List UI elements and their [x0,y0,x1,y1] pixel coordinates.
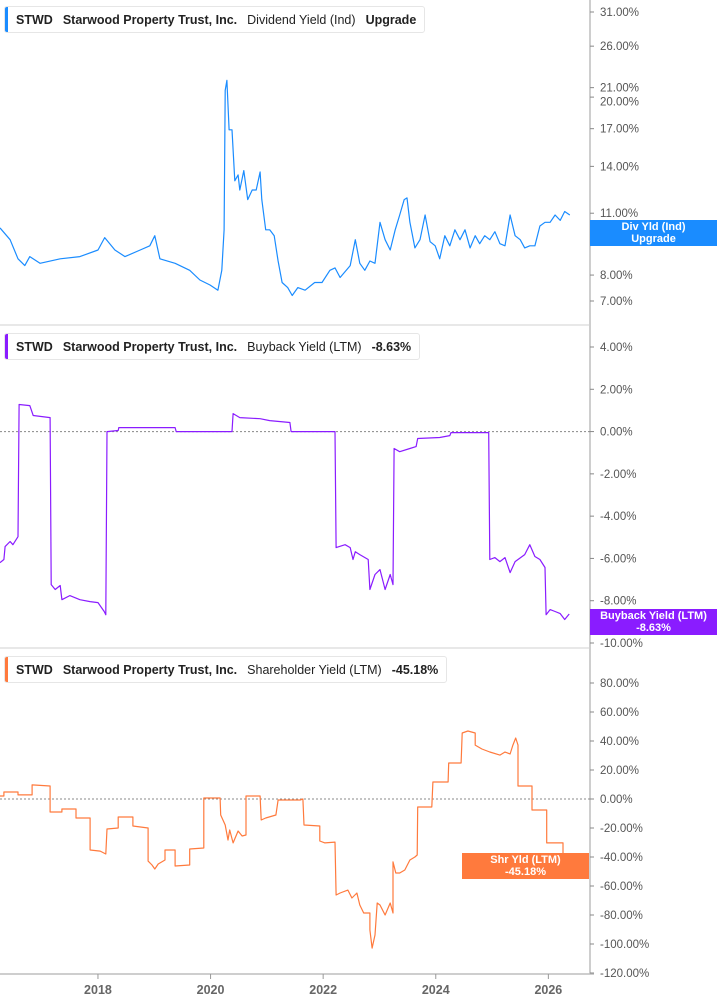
y-tick-label: 80.00% [600,678,639,690]
last-value-tag-shareholder: Shr Yld (LTM) -45.18% [462,853,589,879]
series-color-marker [5,334,8,359]
legend-value[interactable]: Upgrade [365,12,417,27]
legend-metric: Buyback Yield (LTM) [247,339,362,354]
y-tick-label: -20.00% [600,823,643,835]
legend-ticker: STWD [16,662,53,677]
legend-ticker: STWD [16,12,53,27]
y-tick-label: 0.00% [600,427,633,439]
tag-line2: -8.63% [636,622,671,634]
legend-metric: Dividend Yield (Ind) [247,12,356,27]
legend-metric: Shareholder Yield (LTM) [247,662,382,677]
legend-company: Starwood Property Trust, Inc. [62,339,238,354]
legend-company: Starwood Property Trust, Inc. [62,662,238,677]
series-color-marker [5,657,8,682]
y-tick-label: 7.00% [600,296,633,308]
tag-line2: Upgrade [631,233,676,245]
y-tick-label: 31.00% [600,7,639,19]
series-color-marker [5,7,8,32]
y-tick-label: 21.00% [600,83,639,95]
tag-line1: Div Yld (Ind) [621,221,686,233]
legend-company: Starwood Property Trust, Inc. [62,12,238,27]
legend-dividend-yield[interactable]: STWD Starwood Property Trust, Inc. Divid… [4,6,426,33]
legend-value: -45.18% [391,662,439,677]
legend-buyback-yield[interactable]: STWD Starwood Property Trust, Inc. Buyba… [4,333,421,360]
series-line-0 [0,79,571,297]
legend-shareholder-yield[interactable]: STWD Starwood Property Trust, Inc. Share… [4,656,448,683]
y-tick-label: 60.00% [600,707,639,719]
y-tick-label: 2.00% [600,384,633,396]
x-tick-label: 2022 [309,983,337,997]
y-tick-label: 8.00% [600,270,633,282]
y-tick-label: -8.00% [600,596,636,608]
y-tick-label: -10.00% [600,638,643,650]
legend-ticker: STWD [16,339,53,354]
y-tick-label: 26.00% [600,41,639,53]
y-tick-label: 14.00% [600,161,639,173]
last-value-tag-dividend: Div Yld (Ind) Upgrade [590,220,717,246]
y-tick-label: 0.00% [600,794,633,806]
y-tick-label: -120.00% [600,968,649,980]
y-tick-label: 20.00% [600,97,639,109]
y-tick-label: -6.00% [600,553,636,565]
series-line-2 [0,730,570,949]
y-tick-label: 20.00% [600,765,639,777]
y-tick-label: -2.00% [600,469,636,481]
y-tick-label: 40.00% [600,736,639,748]
y-tick-label: -4.00% [600,511,636,523]
x-tick-label: 2026 [534,983,562,997]
y-tick-label: 4.00% [600,342,633,354]
y-tick-label: -40.00% [600,852,643,864]
x-tick-label: 2020 [197,983,225,997]
y-tick-label: -100.00% [600,939,649,951]
series-line-1 [0,403,570,621]
y-tick-label: 11.00% [600,208,638,220]
legend-value: -8.63% [371,339,412,354]
x-tick-label: 2024 [422,983,450,997]
x-tick-label: 2018 [84,983,112,997]
last-value-tag-buyback: Buyback Yield (LTM) -8.63% [590,609,717,635]
y-tick-label: -60.00% [600,881,643,893]
tag-line2: -45.18% [505,866,546,878]
y-tick-label: -80.00% [600,910,643,922]
tag-line1: Shr Yld (LTM) [490,854,561,866]
y-tick-label: 17.00% [600,124,639,136]
tag-line1: Buyback Yield (LTM) [600,610,707,622]
